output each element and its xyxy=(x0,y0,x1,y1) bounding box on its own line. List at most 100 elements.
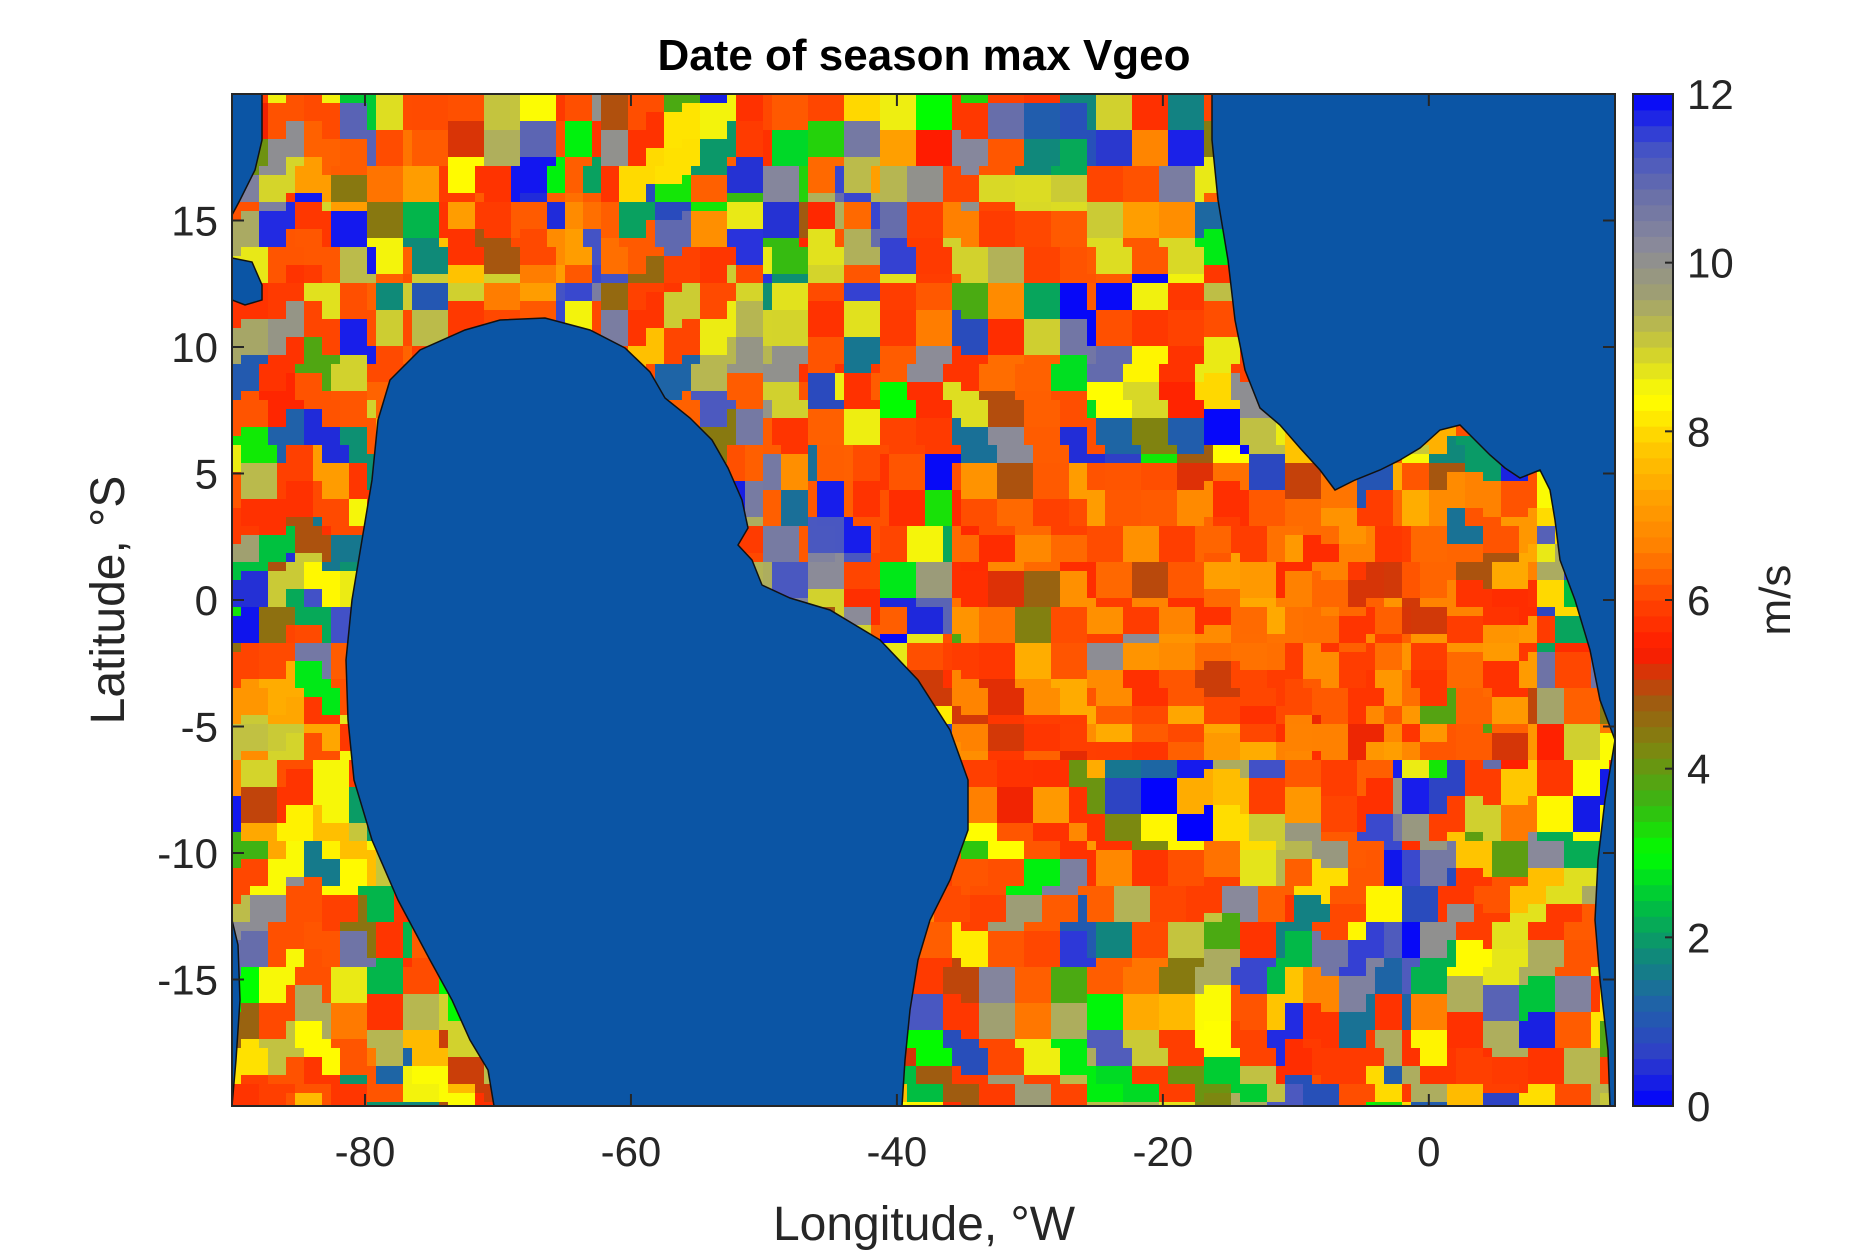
heatmap-cell xyxy=(718,94,728,104)
heatmap-cell xyxy=(610,103,620,113)
heatmap-cell xyxy=(475,184,485,194)
heatmap-cell xyxy=(691,310,701,320)
heatmap-cell xyxy=(916,292,926,302)
heatmap-cell xyxy=(493,220,503,230)
heatmap-cell xyxy=(1204,247,1214,257)
heatmap-cell xyxy=(1132,130,1142,140)
heatmap-cell xyxy=(844,328,854,338)
heatmap-cell xyxy=(1195,373,1205,383)
heatmap-cell xyxy=(1042,364,1052,374)
heatmap-cell xyxy=(1042,202,1052,212)
heatmap-cell xyxy=(1168,274,1178,284)
heatmap-cell xyxy=(619,94,629,104)
heatmap-cell xyxy=(286,202,296,212)
heatmap-cell xyxy=(952,184,962,194)
heatmap-cell xyxy=(502,103,512,113)
heatmap-cell xyxy=(745,319,755,329)
heatmap-cell xyxy=(826,382,836,392)
heatmap-cell xyxy=(1150,256,1160,266)
heatmap-cell xyxy=(988,274,998,284)
heatmap-cell xyxy=(916,364,926,374)
heatmap-cell xyxy=(412,292,422,302)
heatmap-cell xyxy=(367,211,377,221)
heatmap-cell xyxy=(934,166,944,176)
heatmap-cell xyxy=(295,355,305,365)
heatmap-cell xyxy=(367,247,377,257)
heatmap-cell xyxy=(817,382,827,392)
heatmap-cell xyxy=(394,139,404,149)
heatmap-cell xyxy=(394,346,404,356)
heatmap-cell xyxy=(358,292,368,302)
heatmap-cell xyxy=(484,139,494,149)
heatmap-cell xyxy=(1033,346,1043,356)
heatmap-cell xyxy=(1069,247,1079,257)
heatmap-cell xyxy=(358,382,368,392)
heatmap-cell xyxy=(835,193,845,203)
heatmap-cell xyxy=(592,283,602,293)
heatmap-cell xyxy=(385,265,395,275)
heatmap-cell xyxy=(439,211,449,221)
heatmap-cell xyxy=(1204,121,1214,131)
heatmap-cell xyxy=(709,274,719,284)
heatmap-cell xyxy=(286,265,296,275)
heatmap-cell xyxy=(979,157,989,167)
heatmap-cell xyxy=(700,328,710,338)
heatmap-cell xyxy=(997,175,1007,185)
heatmap-cell xyxy=(898,229,908,239)
heatmap-cell xyxy=(529,121,539,131)
heatmap-cell xyxy=(1096,265,1106,275)
heatmap-cell xyxy=(259,274,269,284)
heatmap-cell xyxy=(286,364,296,374)
heatmap-cell xyxy=(286,184,296,194)
heatmap-cell xyxy=(1159,112,1169,122)
heatmap-cell xyxy=(1006,265,1016,275)
heatmap-cell xyxy=(934,310,944,320)
heatmap-cell xyxy=(1141,94,1151,104)
heatmap-cell xyxy=(268,229,278,239)
heatmap-cell xyxy=(952,112,962,122)
heatmap-cell xyxy=(700,238,710,248)
heatmap-cell xyxy=(1078,328,1088,338)
heatmap-cell xyxy=(1204,319,1214,329)
heatmap-cell xyxy=(421,274,431,284)
heatmap-cell xyxy=(394,328,404,338)
heatmap-cell xyxy=(700,157,710,167)
heatmap-cell xyxy=(835,184,845,194)
heatmap-cell xyxy=(997,337,1007,347)
heatmap-cell xyxy=(772,301,782,311)
heatmap-cell xyxy=(934,346,944,356)
heatmap-cell xyxy=(1150,94,1160,104)
heatmap-cell xyxy=(1096,130,1106,140)
heatmap-cell xyxy=(745,103,755,113)
heatmap-cell xyxy=(349,283,359,293)
heatmap-cell xyxy=(844,148,854,158)
heatmap-cell xyxy=(1006,292,1016,302)
heatmap-cell xyxy=(430,265,440,275)
heatmap-cell xyxy=(826,319,836,329)
heatmap-cell xyxy=(970,274,980,284)
heatmap-cell xyxy=(277,247,287,257)
heatmap-cell xyxy=(682,220,692,230)
heatmap-cell xyxy=(304,337,314,347)
heatmap-cell xyxy=(313,184,323,194)
heatmap-cell xyxy=(466,310,476,320)
heatmap-cell xyxy=(313,103,323,113)
heatmap-cell xyxy=(700,346,710,356)
heatmap-cell xyxy=(574,283,584,293)
heatmap-cell xyxy=(331,373,341,383)
heatmap-cell xyxy=(835,355,845,365)
heatmap-cell xyxy=(691,373,701,383)
heatmap-cell xyxy=(592,274,602,284)
heatmap-cell xyxy=(1159,319,1169,329)
heatmap-cell xyxy=(970,175,980,185)
heatmap-cell xyxy=(655,382,665,392)
heatmap-cell xyxy=(439,157,449,167)
heatmap-cell xyxy=(322,157,332,167)
heatmap-cell xyxy=(1006,355,1016,365)
heatmap-cell xyxy=(268,157,278,167)
heatmap-cell xyxy=(466,220,476,230)
heatmap-cell xyxy=(727,211,737,221)
heatmap-cell xyxy=(250,184,260,194)
heatmap-cell xyxy=(853,319,863,329)
heatmap-cell xyxy=(727,346,737,356)
